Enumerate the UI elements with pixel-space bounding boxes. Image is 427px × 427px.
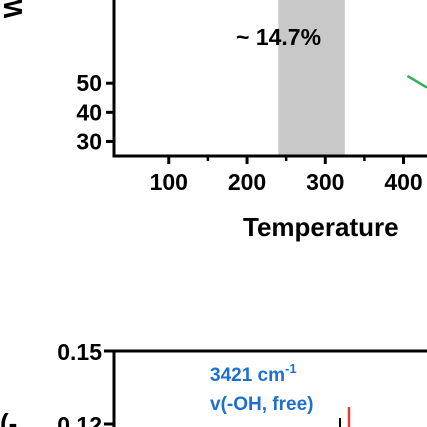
y-tick-label: 40	[76, 99, 102, 125]
shaded-region	[278, 0, 345, 156]
x-tick-label: 300	[306, 169, 344, 195]
y-tick-label: 30	[76, 128, 102, 154]
y-tick-label: 50	[76, 70, 102, 96]
y-ticks: 30 40 50	[76, 70, 114, 154]
x-ticks: 10020030040050	[150, 156, 423, 195]
x-axis-title: Temperature	[243, 212, 399, 242]
bottom-panel: 0.15 0.12 3421 cm-1 v(-OH, free) (-	[0, 339, 427, 427]
y-tick-label: 0.15	[57, 339, 102, 365]
peak-annotation-assignment: v(-OH, free)	[210, 394, 313, 415]
x-tick-label: 200	[228, 169, 266, 195]
bottom-y-axis-title-fragment: (-	[0, 408, 17, 427]
y-tick-label: 0.12	[57, 412, 102, 427]
top-panel: 30 40 50 100 200 300 400 50 ~ 14.7% Temperatur…	[0, 0, 427, 242]
peak-annotation-wavenumber: 3421 cm-1	[210, 361, 297, 386]
x-tick-label: 100	[150, 169, 188, 195]
x-tick-label: 400	[384, 169, 422, 195]
series-line	[406, 74, 427, 89]
y-axis-title: W	[0, 0, 28, 18]
series-group	[406, 74, 427, 89]
shaded-annotation: ~ 14.7%	[236, 24, 321, 50]
